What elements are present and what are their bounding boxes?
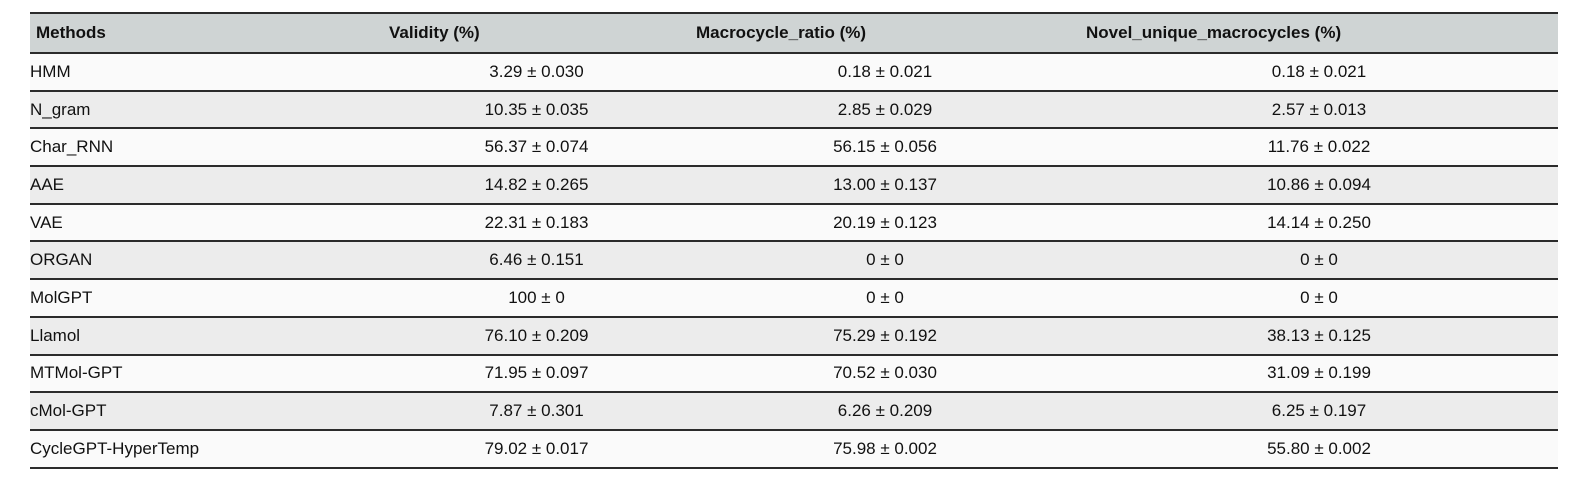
macrocycle-ratio-cell: 0.18 ± 0.021 [690,53,1080,92]
validity-cell: 22.31 ± 0.183 [383,203,690,243]
macrocycle-ratio-cell: 75.98 ± 0.002 [690,429,1080,469]
table-row: HMM 3.29 ± 0.030 0.18 ± 0.021 0.18 ± 0.021 [30,53,1558,92]
method-cell: cMol-GPT [30,392,383,431]
table-row: Llamol 76.10 ± 0.209 75.29 ± 0.192 38.13 ± … [30,316,1558,356]
column-header-macrocycle-ratio: Macrocycle_ratio (%) [690,13,1080,54]
novel-unique-macrocycles-cell: 2.57 ± 0.013 [1080,90,1558,130]
macrocycle-ratio-cell: 20.19 ± 0.123 [690,203,1080,243]
novel-unique-macrocycles-cell: 38.13 ± 0.125 [1080,316,1558,356]
validity-cell: 6.46 ± 0.151 [383,241,690,281]
novel-unique-macrocycles-cell: 55.80 ± 0.002 [1080,429,1558,469]
method-cell: MTMol-GPT [30,354,383,394]
novel-unique-macrocycles-cell: 0.18 ± 0.021 [1080,53,1558,92]
macrocycle-ratio-cell: 0 ± 0 [690,241,1080,281]
novel-unique-macrocycles-cell: 11.76 ± 0.022 [1080,128,1558,168]
table-row: N_gram 10.35 ± 0.035 2.85 ± 0.029 2.57 ± 0.… [30,90,1558,130]
novel-unique-macrocycles-cell: 14.14 ± 0.250 [1080,203,1558,243]
table-row: MTMol-GPT 71.95 ± 0.097 70.52 ± 0.030 31.09… [30,354,1558,394]
novel-unique-macrocycles-cell: 10.86 ± 0.094 [1080,166,1558,205]
header-row: Methods Validity (%) Macrocycle_ratio (%… [30,13,1558,54]
method-cell: CycleGPT-HyperTemp [30,429,383,469]
table-row: cMol-GPT 7.87 ± 0.301 6.26 ± 0.209 6.25 ± 0… [30,392,1558,431]
method-cell: ORGAN [30,241,383,281]
novel-unique-macrocycles-cell: 0 ± 0 [1080,279,1558,318]
macrocycle-ratio-cell: 56.15 ± 0.056 [690,128,1080,168]
validity-cell: 79.02 ± 0.017 [383,429,690,469]
novel-unique-macrocycles-cell: 0 ± 0 [1080,241,1558,281]
validity-cell: 7.87 ± 0.301 [383,392,690,431]
method-cell: VAE [30,203,383,243]
validity-cell: 76.10 ± 0.209 [383,316,690,356]
macrocycle-ratio-cell: 6.26 ± 0.209 [690,392,1080,431]
macrocycle-ratio-cell: 13.00 ± 0.137 [690,166,1080,205]
column-header-methods: Methods [30,13,383,54]
validity-cell: 56.37 ± 0.074 [383,128,690,168]
method-cell: HMM [30,53,383,92]
method-cell: AAE [30,166,383,205]
novel-unique-macrocycles-cell: 6.25 ± 0.197 [1080,392,1558,431]
validity-cell: 100 ± 0 [383,279,690,318]
results-table: Methods Validity (%) Macrocycle_ratio (%… [30,12,1558,469]
validity-cell: 3.29 ± 0.030 [383,53,690,92]
novel-unique-macrocycles-cell: 31.09 ± 0.199 [1080,354,1558,394]
macrocycle-ratio-cell: 0 ± 0 [690,279,1080,318]
macrocycle-ratio-cell: 2.85 ± 0.029 [690,90,1080,130]
method-cell: MolGPT [30,279,383,318]
validity-cell: 10.35 ± 0.035 [383,90,690,130]
column-header-novel-unique-macrocycles: Novel_unique_macrocycles (%) [1080,13,1558,54]
method-cell: N_gram [30,90,383,130]
method-cell: Llamol [30,316,383,356]
macrocycle-ratio-cell: 70.52 ± 0.030 [690,354,1080,394]
validity-cell: 71.95 ± 0.097 [383,354,690,394]
table-row: AAE 14.82 ± 0.265 13.00 ± 0.137 10.86 ± 0.0… [30,166,1558,205]
validity-cell: 14.82 ± 0.265 [383,166,690,205]
table-header: Methods Validity (%) Macrocycle_ratio (%… [30,13,1558,54]
table-row: VAE 22.31 ± 0.183 20.19 ± 0.123 14.14 ± 0.2… [30,203,1558,243]
method-cell: Char_RNN [30,128,383,168]
table-body: HMM 3.29 ± 0.030 0.18 ± 0.021 0.18 ± 0.021 N… [30,53,1558,469]
column-header-validity: Validity (%) [383,13,690,54]
table-row: Char_RNN 56.37 ± 0.074 56.15 ± 0.056 11.76 … [30,128,1558,168]
table-row: CycleGPT-HyperTemp 79.02 ± 0.017 75.98 ± 0… [30,429,1558,469]
macrocycle-ratio-cell: 75.29 ± 0.192 [690,316,1080,356]
results-table-container: Methods Validity (%) Macrocycle_ratio (%… [30,12,1558,469]
